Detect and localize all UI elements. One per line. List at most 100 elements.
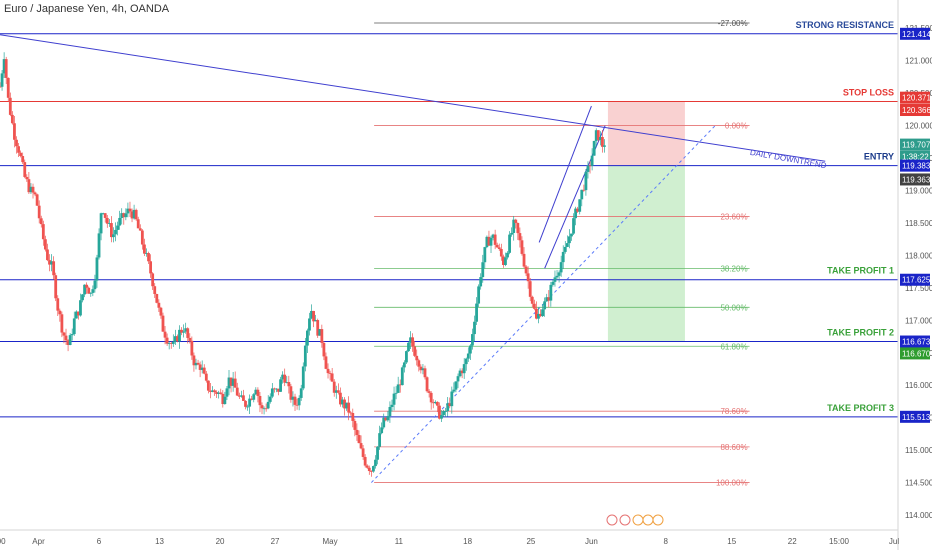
x-tick-label: 8 bbox=[663, 537, 668, 546]
candle-body bbox=[555, 275, 559, 278]
y-tick-label: 116.000 bbox=[905, 381, 932, 390]
candle-body bbox=[81, 294, 84, 301]
candle-body bbox=[297, 397, 301, 406]
candle-body bbox=[590, 155, 594, 166]
candle-body bbox=[326, 368, 330, 374]
event-marker bbox=[606, 514, 618, 526]
candle-body bbox=[252, 394, 256, 400]
candle-body bbox=[359, 443, 363, 449]
candle-body bbox=[316, 320, 320, 336]
candle-body bbox=[545, 297, 549, 302]
candle-body bbox=[2, 59, 6, 74]
candle-body bbox=[99, 213, 103, 234]
price-tag-bg bbox=[900, 410, 930, 423]
candle-body bbox=[586, 165, 590, 172]
candle-body bbox=[334, 390, 338, 393]
fib-label: 50.00% bbox=[720, 303, 747, 312]
candle-body bbox=[384, 417, 388, 421]
candle-body bbox=[565, 243, 569, 247]
price-tag-text: 115.513 bbox=[902, 413, 931, 422]
candle-body bbox=[361, 448, 365, 457]
candle-body bbox=[386, 416, 390, 421]
fib-label: -27.00% bbox=[718, 19, 748, 28]
x-tick-label: 25 bbox=[526, 537, 535, 546]
candle-body bbox=[239, 395, 243, 397]
candle-body bbox=[182, 331, 186, 333]
candle-body bbox=[535, 308, 538, 319]
candle-body bbox=[159, 307, 163, 316]
trend-label: DAILY DOWNTREND bbox=[749, 148, 827, 170]
candle-body bbox=[221, 393, 225, 405]
candle-body bbox=[458, 370, 462, 377]
candle-body bbox=[427, 391, 431, 393]
candle-body bbox=[29, 186, 33, 193]
candle-body bbox=[50, 261, 53, 265]
candle-body bbox=[89, 292, 93, 294]
candle-body bbox=[120, 213, 124, 218]
y-tick-label: 120.000 bbox=[905, 122, 932, 131]
candle-body bbox=[421, 368, 425, 371]
candle-body bbox=[563, 246, 567, 252]
candle-body bbox=[143, 244, 146, 254]
candle-body bbox=[74, 311, 78, 319]
x-tick-label: 13 bbox=[155, 537, 164, 546]
candle-body bbox=[31, 186, 35, 193]
price-tag-text: 1:38:22 bbox=[902, 153, 929, 162]
candle-body bbox=[448, 403, 452, 407]
candle-body bbox=[491, 234, 495, 238]
candle-body bbox=[442, 411, 445, 416]
candle-body bbox=[380, 427, 384, 434]
candle-body bbox=[79, 300, 82, 316]
candle-body bbox=[165, 337, 169, 344]
candle-body bbox=[91, 289, 95, 293]
downtrend-line bbox=[0, 34, 826, 162]
candle-body bbox=[19, 152, 23, 157]
candle-body bbox=[464, 358, 468, 365]
candle-body bbox=[184, 328, 188, 332]
x-tick-label: 22 bbox=[788, 537, 797, 546]
candle-body bbox=[58, 310, 62, 315]
fib-label: 61.80% bbox=[720, 342, 747, 351]
candle-body bbox=[132, 209, 136, 219]
candle-body bbox=[147, 253, 150, 262]
candle-body bbox=[68, 335, 72, 346]
candle-body bbox=[543, 301, 547, 310]
candle-body bbox=[547, 297, 551, 301]
candle-body bbox=[369, 471, 373, 472]
candle-body bbox=[345, 402, 348, 409]
candle-body bbox=[396, 384, 400, 393]
candle-body bbox=[289, 386, 293, 400]
candle-body bbox=[35, 194, 39, 206]
candle-body bbox=[601, 137, 604, 147]
candle-body bbox=[355, 429, 359, 436]
candle-body bbox=[225, 388, 229, 397]
candle-body bbox=[153, 286, 157, 295]
candle-body bbox=[56, 298, 60, 311]
candle-body bbox=[308, 318, 311, 331]
candle-body bbox=[603, 145, 606, 147]
candle-body bbox=[493, 234, 497, 245]
candle-body bbox=[122, 213, 126, 218]
candle-body bbox=[46, 249, 49, 261]
price-tag-text: 120.371 bbox=[902, 94, 931, 103]
candle-body bbox=[23, 162, 27, 177]
candle-body bbox=[237, 395, 241, 397]
y-tick-label: 114.000 bbox=[905, 511, 932, 520]
candle-body bbox=[93, 280, 97, 290]
candle-body bbox=[367, 467, 371, 472]
candle-body bbox=[549, 284, 553, 301]
candle-body bbox=[124, 213, 128, 218]
price-tag-bg bbox=[900, 273, 930, 286]
candle-body bbox=[62, 332, 66, 336]
price-tag-bg bbox=[900, 91, 930, 104]
candle-body bbox=[128, 208, 132, 212]
candle-body bbox=[471, 334, 474, 346]
candle-body bbox=[303, 345, 307, 367]
price-tag-bg bbox=[900, 159, 930, 172]
candle-body bbox=[568, 236, 571, 244]
candle-body bbox=[584, 171, 588, 191]
candle-body bbox=[413, 346, 417, 356]
candle-body bbox=[285, 382, 289, 383]
price-tag-bg bbox=[900, 335, 930, 348]
